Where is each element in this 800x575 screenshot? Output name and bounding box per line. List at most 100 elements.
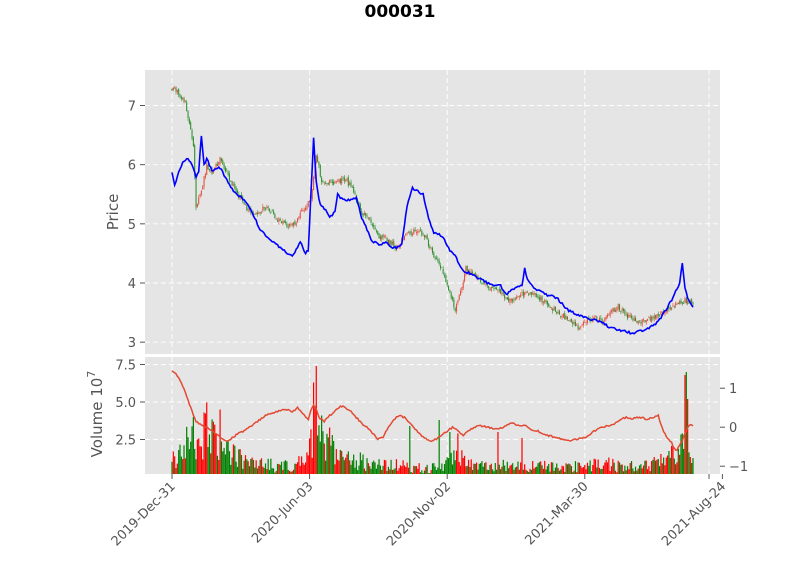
volume-bar (431, 463, 434, 474)
candle-body (414, 229, 416, 232)
candle-body (240, 194, 243, 198)
volume-bar (509, 465, 511, 474)
volume-bar (609, 471, 611, 474)
volume-bar (572, 472, 574, 474)
candle-body (266, 206, 268, 208)
volume-bar (183, 445, 185, 474)
volume-bar (681, 433, 683, 474)
candle-body (183, 97, 185, 103)
candle-body (580, 326, 582, 328)
volume-bar (475, 462, 478, 474)
candle-body (500, 289, 502, 294)
volume-bars (171, 366, 694, 474)
volume-bar (296, 462, 299, 474)
volume-bar (190, 441, 192, 474)
volume-bar (198, 438, 200, 474)
volume-bar (286, 461, 288, 474)
candle-body (346, 178, 348, 181)
candle-body (449, 290, 451, 293)
volume-bar (208, 434, 211, 474)
volume-bar (514, 467, 516, 474)
candle-body (303, 210, 305, 212)
volume-bar (454, 460, 456, 474)
volume-bar (656, 459, 658, 474)
volume-bar (532, 461, 534, 474)
candle-body (677, 302, 679, 305)
candle-body (636, 321, 638, 323)
candle-body (389, 239, 391, 245)
candle-body (560, 315, 562, 318)
volume-bar (585, 469, 587, 474)
volume-bar (538, 462, 540, 474)
volume-bar (530, 469, 532, 474)
candle-body (258, 212, 260, 214)
candle-body (657, 313, 659, 316)
volume-bar (300, 456, 303, 474)
volume-bar (598, 468, 601, 474)
volume-indicator-line (171, 370, 694, 452)
volume-bar (477, 469, 479, 474)
candle-body (211, 169, 213, 175)
volume-bar (512, 463, 514, 474)
candle-body (488, 286, 490, 288)
price-panel-background (145, 70, 720, 354)
candle-body (632, 318, 634, 320)
volume-y-axis-label: Volume 107 (85, 371, 106, 458)
volume-bar (422, 473, 424, 474)
candle-body (369, 217, 371, 220)
volume-bar (685, 372, 687, 474)
volume-bar (677, 448, 679, 474)
volume-bar (502, 459, 504, 474)
candle-body (482, 282, 484, 284)
volume-bar (335, 449, 337, 474)
volume-bar (644, 460, 646, 474)
volume-bar (387, 466, 390, 474)
volume-bar (234, 445, 236, 474)
candle-body (655, 315, 657, 319)
volume-bar (298, 456, 300, 474)
candle-body (464, 274, 466, 282)
candle-body (195, 176, 197, 208)
candle-body (200, 190, 202, 195)
volume-bar (414, 466, 416, 474)
candle-body (228, 173, 230, 181)
volume-bar (407, 467, 410, 474)
volume-bar (479, 463, 482, 474)
candle-body (528, 293, 530, 295)
candle-body (522, 291, 524, 297)
candle-body (286, 223, 288, 227)
volume-bar (449, 432, 451, 474)
volume-bar (554, 467, 557, 474)
volume-bar (378, 459, 380, 474)
volume-right-y-tick-label: 0 (729, 421, 737, 436)
volume-bar (403, 465, 406, 474)
volume-bar (195, 459, 197, 474)
volume-bar (455, 450, 458, 474)
candle-body (227, 172, 229, 175)
volume-right-y-tick-label: −1 (729, 460, 748, 475)
candle-body (645, 319, 647, 323)
candle-body (174, 88, 176, 89)
candle-body (379, 236, 381, 240)
volume-bar (584, 464, 586, 474)
candle-body (647, 318, 649, 321)
candle-body (187, 110, 189, 119)
volume-bar (180, 456, 182, 474)
volume-bar (645, 460, 647, 474)
volume-bar (625, 470, 627, 474)
candle-body (529, 292, 531, 295)
volume-bar (274, 472, 276, 474)
volume-bar (244, 455, 247, 474)
candle-body (212, 171, 214, 173)
volume-bar (470, 459, 472, 474)
candle-body (594, 316, 597, 318)
volume-bar (172, 451, 174, 474)
candle-body (264, 208, 267, 209)
volume-bar (266, 469, 268, 474)
volume-bar (226, 441, 228, 474)
volume-bar (638, 465, 641, 474)
candle-body (417, 231, 419, 234)
candle-body (254, 214, 256, 215)
volume-bar (357, 470, 359, 474)
candle-body (317, 156, 319, 163)
